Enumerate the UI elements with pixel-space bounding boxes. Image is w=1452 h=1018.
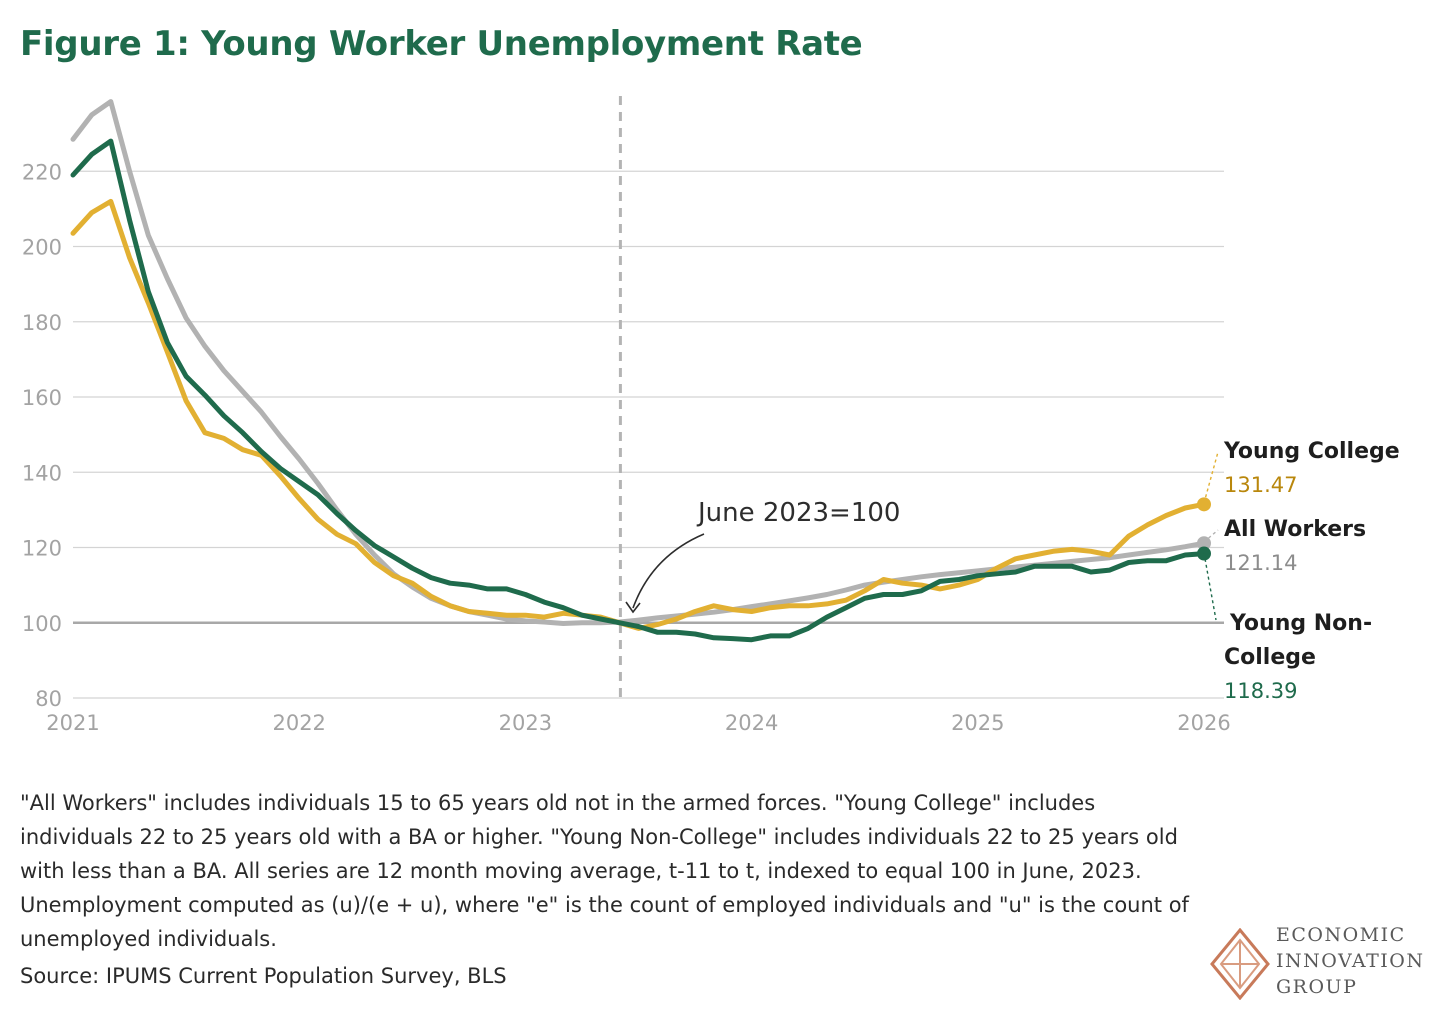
x-tick-2021: 2021 [46, 711, 99, 735]
y-tick-200: 200 [22, 236, 62, 260]
x-tick-2026: 2026 [1177, 711, 1230, 735]
y-axis-ticks: 80 100 120 140 160 180 200 220 [22, 160, 62, 711]
y-tick-180: 180 [22, 311, 62, 335]
young-college-name: Young College [1223, 439, 1400, 464]
x-tick-2023: 2023 [499, 711, 552, 735]
logo-text-innovation: INNOVATION [1276, 950, 1425, 972]
x-tick-2024: 2024 [725, 711, 778, 735]
young-non-college-leader [1203, 552, 1217, 621]
end-point-all-workers [1197, 536, 1211, 551]
line-chart: 80 100 120 140 160 180 200 220 2021 2022 2023 2024… [22, 96, 1400, 735]
young-non-college-name: Young Non- College [1224, 611, 1380, 670]
y-tick-120: 120 [22, 537, 62, 561]
annotation-arrow [632, 533, 705, 609]
chart-title: Figure 1: Young Worker Unemployment Rate [20, 24, 863, 64]
y-tick-160: 160 [22, 386, 62, 410]
young-non-college-value: 118.39 [1224, 679, 1297, 703]
all-workers-value: 121.14 [1224, 551, 1297, 575]
young-college-leader [1203, 451, 1219, 504]
series-lines [70, 99, 1211, 643]
chart-notes: "All Workers" includes individuals 15 to… [20, 791, 1189, 951]
y-tick-220: 220 [22, 160, 62, 184]
end-point-young-college [1197, 497, 1211, 512]
annotation-arrowhead [625, 601, 641, 614]
young-non-college-name-line2: College [1224, 645, 1316, 670]
y-tick-100: 100 [22, 612, 62, 636]
annotation-group: June 2023=100 [625, 498, 900, 614]
x-tick-2022: 2022 [272, 711, 325, 735]
series-line-young-non-college [70, 138, 1207, 643]
all-workers-name: All Workers [1224, 517, 1366, 542]
logo-text-group: GROUP [1276, 976, 1358, 998]
x-axis-ticks: 2021 2022 2023 2024 2025 2026 [46, 711, 1230, 735]
gridlines [73, 170, 1224, 699]
eig-logo: ECONOMIC INNOVATION GROUP [1210, 924, 1442, 1004]
logo-text-economic: ECONOMIC [1276, 924, 1406, 946]
y-tick-140: 140 [22, 461, 62, 485]
young-non-college-name-line1: Young Non- [1229, 611, 1372, 636]
series-line-all-workers [70, 99, 1207, 626]
y-tick-80: 80 [35, 687, 62, 711]
end-labels: Young College 131.47 All Workers 121.14 … [1203, 439, 1400, 703]
diamond-logo-icon [1210, 928, 1270, 1000]
young-college-value: 131.47 [1224, 473, 1297, 497]
x-tick-2025: 2025 [951, 711, 1004, 735]
annotation-label: June 2023=100 [696, 498, 900, 528]
all-workers-leader [1203, 529, 1219, 543]
source-line: Source: IPUMS Current Population Survey,… [20, 964, 507, 988]
